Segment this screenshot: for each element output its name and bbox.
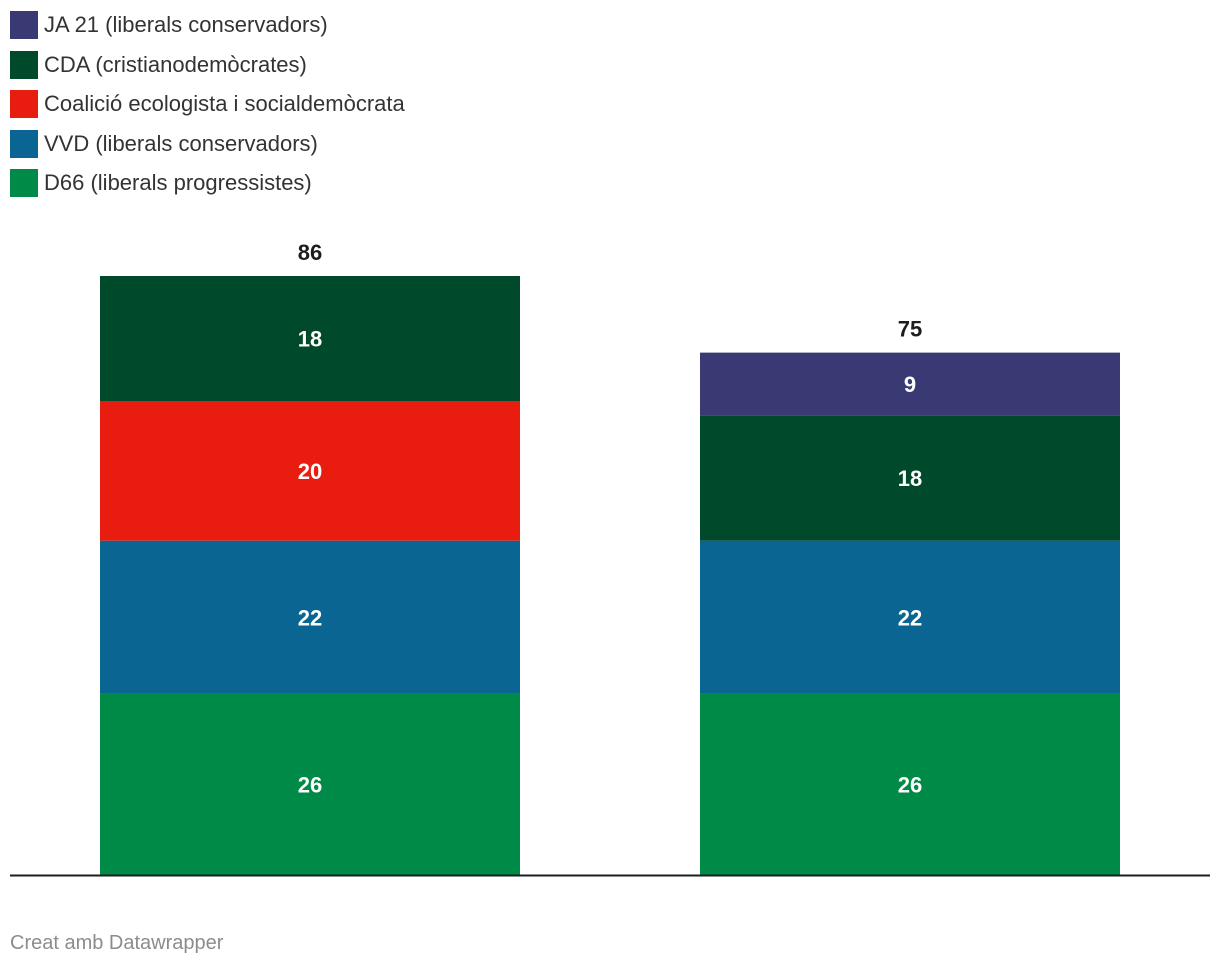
segment-value-label: 22 [298,605,322,630]
bar-segment [100,693,520,875]
segment-value-label: 22 [898,605,922,630]
bar-segment [700,352,1120,416]
legend-label: CDA (cristianodemòcrates) [44,51,307,77]
legend-item-vvd: VVD (liberals conservadors) [10,129,405,159]
legend-label: VVD (liberals conservadors) [44,130,318,156]
legend-label: JA 21 (liberals conservadors) [44,12,328,37]
legend-item-d66: D66 (liberals progressistes) [10,168,405,198]
bar-segment [700,540,1120,694]
bar-segment [100,540,520,694]
segment-value-label: 26 [298,772,322,797]
segment-value-label: 18 [898,466,922,491]
bar-total-label: 75 [898,317,922,342]
legend-item-coalicio: Coalició ecologista i socialdemòcrata [10,89,405,119]
bar-segment [100,401,520,541]
bar-segment [700,415,1120,541]
legend-swatch [10,169,38,197]
bar-segment [700,693,1120,875]
chart-legend: JA 21 (liberals conservadors) CDA (crist… [10,10,405,208]
legend-item-cda: CDA (cristianodemòcrates) [10,50,405,80]
legend-label: Coalició ecologista i socialdemòcrata [44,91,405,116]
credit-text: Creat amb Datawrapper [10,932,224,954]
segment-value-label: 20 [298,459,322,484]
legend-swatch [10,11,38,39]
legend-swatch [10,129,38,158]
legend-label: D66 (liberals progressistes) [44,170,312,195]
legend-swatch [10,90,38,118]
segment-value-label: 18 [298,327,322,352]
segment-value-label: 26 [898,772,922,797]
bar-segment [100,276,520,402]
bar-total-label: 86 [298,240,322,265]
legend-item-ja21: JA 21 (liberals conservadors) [10,10,405,40]
segment-value-label: 9 [904,372,916,397]
legend-swatch [10,50,38,79]
